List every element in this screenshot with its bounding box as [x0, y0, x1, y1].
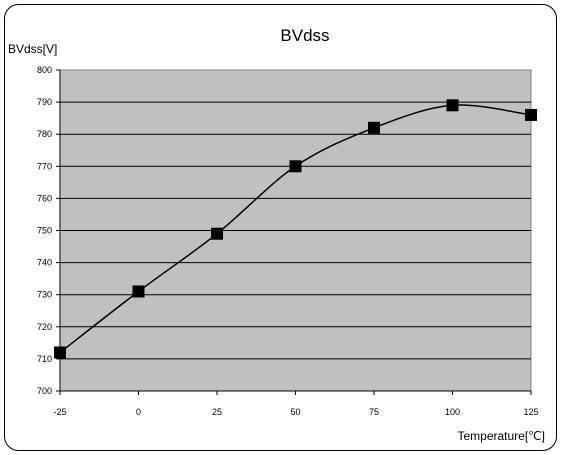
y-axis-title: BVdss[V]	[8, 42, 57, 56]
series-layer	[54, 99, 537, 359]
x-tick-label: 50	[290, 407, 300, 417]
chart-title: BVdss	[280, 26, 329, 45]
x-tick-label: 25	[212, 407, 222, 417]
x-tick-label: 0	[136, 407, 141, 417]
y-tick-label: 750	[37, 226, 52, 236]
x-tick-label: 100	[445, 407, 460, 417]
y-tick-label: 730	[37, 290, 52, 300]
y-tick-label: 720	[37, 322, 52, 332]
y-tick-label: 700	[37, 386, 52, 396]
x-tick-label: 75	[369, 407, 379, 417]
y-tick-labels: 800 790 780 770 760 750 740 730 720 710 700	[37, 65, 52, 396]
data-point-marker	[211, 227, 223, 240]
y-tick-label: 740	[37, 258, 52, 268]
axes	[56, 69, 532, 395]
data-point-marker	[132, 285, 145, 298]
y-tick-label: 800	[37, 65, 52, 75]
data-point-marker	[525, 108, 537, 121]
y-tick-label: 780	[37, 129, 52, 139]
x-tick-labels: -25 0 25 50 75 100 125	[53, 407, 538, 417]
data-point-marker	[54, 346, 66, 359]
data-point-marker	[368, 121, 380, 134]
data-point-marker	[289, 160, 302, 173]
x-axis-title: Temperature[℃]	[457, 429, 545, 443]
y-tick-label: 710	[37, 354, 52, 364]
x-tick-label: 125	[523, 407, 538, 417]
x-tick-label: -25	[53, 407, 66, 417]
data-point-marker	[446, 99, 459, 112]
y-tick-label: 760	[37, 193, 52, 203]
y-tick-label: 770	[37, 161, 52, 171]
y-tick-label: 790	[37, 97, 52, 107]
